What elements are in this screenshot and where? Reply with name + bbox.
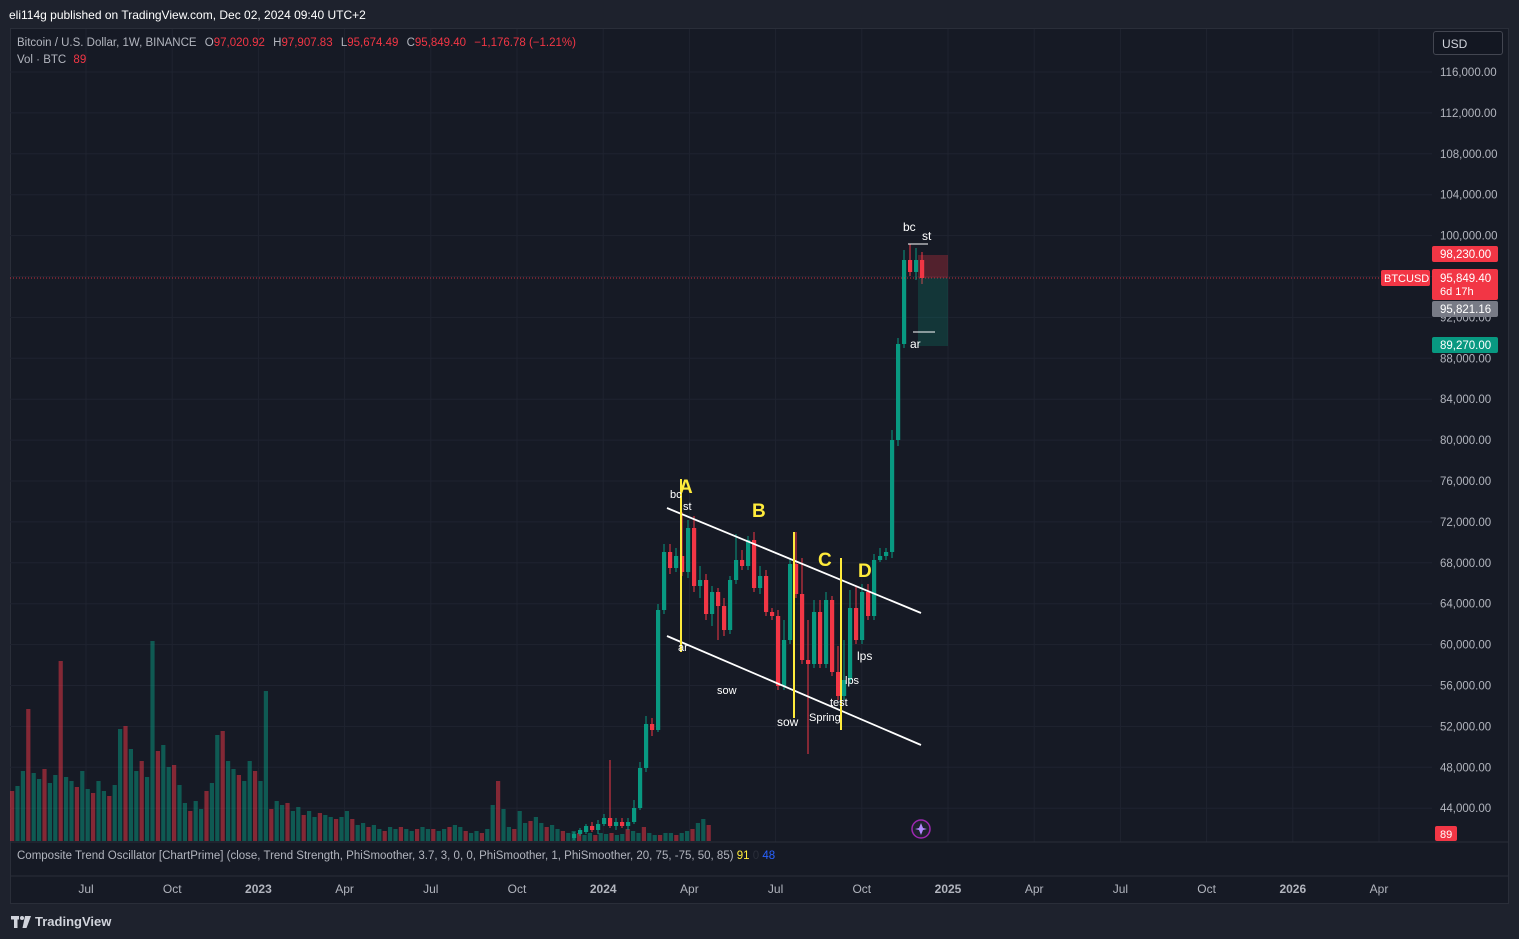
symbol-price-tag: BTCUSD xyxy=(1381,270,1430,286)
change-value: −1,176.78 (−1.21%) xyxy=(474,37,576,49)
svg-text:95,821.16: 95,821.16 xyxy=(1440,304,1491,316)
time-axis-label: 2025 xyxy=(935,882,962,896)
time-axis-label: Oct xyxy=(508,882,527,896)
label-st-top: st xyxy=(922,229,932,243)
time-axis[interactable]: Jul Oct 2023 Apr Jul Oct 2024 Apr Jul Oct 2025 Apr J… xyxy=(78,882,1388,896)
price-axis-label: 68,000.00 xyxy=(1440,558,1491,570)
position-stop-zone[interactable] xyxy=(918,255,948,278)
svg-text:BTCUSD: BTCUSD xyxy=(1384,273,1429,285)
label-sow-1: sow xyxy=(717,685,737,697)
symbol-name[interactable]: Bitcoin / U.S. Dollar, 1W, BINANCE xyxy=(17,37,197,49)
time-axis-label: 2023 xyxy=(245,882,272,896)
volume-value: 89 xyxy=(73,54,87,66)
price-axis-label: 88,000.00 xyxy=(1440,353,1491,365)
tradingview-brand: TradingView xyxy=(35,914,112,929)
currency-button[interactable]: USD xyxy=(1433,31,1503,55)
price-axis-label: 56,000.00 xyxy=(1440,681,1491,693)
low-label: L xyxy=(340,37,348,49)
time-axis-label: Oct xyxy=(163,882,182,896)
price-axis-label: 72,000.00 xyxy=(1440,517,1491,529)
svg-text:95,849.40: 95,849.40 xyxy=(1440,273,1491,285)
label-ar-left: ar xyxy=(678,642,688,654)
low-value: 95,674.49 xyxy=(347,37,399,49)
time-axis-label: Jul xyxy=(768,882,783,896)
price-axis[interactable]: 116,000.00 112,000.00 108,000.00 104,000.00… xyxy=(1440,67,1498,815)
label-ar-top: ar xyxy=(910,337,921,351)
oscillator-value-1: 91 xyxy=(736,850,750,862)
label-lps-1: lps xyxy=(845,675,860,687)
position-target-zone[interactable] xyxy=(918,278,948,346)
time-axis-label: Apr xyxy=(680,882,699,896)
price-axis-label: 80,000.00 xyxy=(1440,435,1491,447)
indicator-bubble-icon[interactable] xyxy=(911,819,931,839)
price-axis-label: 104,000.00 xyxy=(1440,190,1498,202)
open-label: O xyxy=(204,37,214,49)
price-axis-label: 44,000.00 xyxy=(1440,803,1491,815)
price-axis-label: 76,000.00 xyxy=(1440,476,1491,488)
open-value: 97,020.92 xyxy=(213,37,265,49)
time-axis-label: 2024 xyxy=(590,882,617,896)
target-price-tag: 89,270.00 xyxy=(1432,337,1498,353)
label-test: test xyxy=(830,697,848,709)
price-axis-label: 108,000.00 xyxy=(1440,149,1498,161)
label-d: D xyxy=(858,561,872,582)
symbol-legend[interactable]: Bitcoin / U.S. Dollar, 1W, BINANCE O97,0… xyxy=(17,35,576,69)
label-c: C xyxy=(818,550,832,571)
time-axis-label: Apr xyxy=(1370,882,1389,896)
candlesticks xyxy=(572,244,925,840)
high-value: 97,907.83 xyxy=(281,37,333,49)
price-axis-label: 116,000.00 xyxy=(1440,67,1497,79)
close-value: 95,849.40 xyxy=(414,37,467,49)
label-spring: Spring xyxy=(809,712,841,724)
time-axis-label: Oct xyxy=(1197,882,1216,896)
oscillator-value-3: 48 xyxy=(762,850,776,862)
last-price-tag: 95,849.40 6d 17h xyxy=(1432,269,1498,300)
time-axis-label: Apr xyxy=(335,882,354,896)
price-axis-label: 60,000.00 xyxy=(1440,640,1491,652)
high-label: H xyxy=(273,37,282,49)
oscillator-legend[interactable]: Composite Trend Oscillator [ChartPrime] … xyxy=(17,850,775,862)
svg-text:89,270.00: 89,270.00 xyxy=(1440,340,1491,352)
footer-bar xyxy=(0,905,1519,939)
time-axis-label: Jul xyxy=(1113,882,1128,896)
tradingview-logo[interactable]: TradingView xyxy=(11,914,111,929)
time-axis-label: Jul xyxy=(78,882,93,896)
svg-text:6d 17h: 6d 17h xyxy=(1440,286,1474,298)
grey-price-tag: 95,821.16 xyxy=(1432,301,1498,317)
publish-info: eli114g published on TradingView.com, De… xyxy=(9,8,366,22)
volume-tag: 89 xyxy=(1435,826,1457,841)
top-bar: eli114g published on TradingView.com, De… xyxy=(0,0,1519,28)
svg-text:89: 89 xyxy=(1440,829,1452,841)
close-label: C xyxy=(406,37,415,49)
stop-price-tag: 98,230.00 xyxy=(1432,246,1498,262)
time-axis-label: Jul xyxy=(423,882,438,896)
oscillator-label[interactable]: Composite Trend Oscillator [ChartPrime] … xyxy=(17,850,734,862)
svg-text:98,230.00: 98,230.00 xyxy=(1440,249,1491,261)
volume-label[interactable]: Vol · BTC xyxy=(17,54,67,66)
tradingview-logo-icon xyxy=(11,915,31,928)
label-a: A xyxy=(679,477,693,498)
price-axis-label: 112,000.00 xyxy=(1440,108,1497,120)
time-axis-label: Apr xyxy=(1025,882,1044,896)
label-b: B xyxy=(752,501,766,522)
price-axis-label: 84,000.00 xyxy=(1440,394,1491,406)
price-axis-label: 52,000.00 xyxy=(1440,721,1491,733)
label-st-left: st xyxy=(683,501,692,513)
chart-frame[interactable] xyxy=(10,28,1509,904)
volume-bars xyxy=(10,641,711,841)
label-bc-left: bc xyxy=(670,489,682,501)
label-sow-2: sow xyxy=(777,715,799,729)
time-axis-label: 2026 xyxy=(1279,882,1306,896)
label-lps-2: lps xyxy=(857,649,872,663)
price-axis-label: 100,000.00 xyxy=(1440,231,1498,243)
label-bc-top: bc xyxy=(903,220,916,234)
grid-lines xyxy=(10,29,1432,842)
price-axis-label: 64,000.00 xyxy=(1440,599,1491,611)
oscillator-value-2: 0 xyxy=(752,850,760,862)
price-axis-label: 48,000.00 xyxy=(1440,762,1491,774)
time-axis-label: Oct xyxy=(852,882,871,896)
